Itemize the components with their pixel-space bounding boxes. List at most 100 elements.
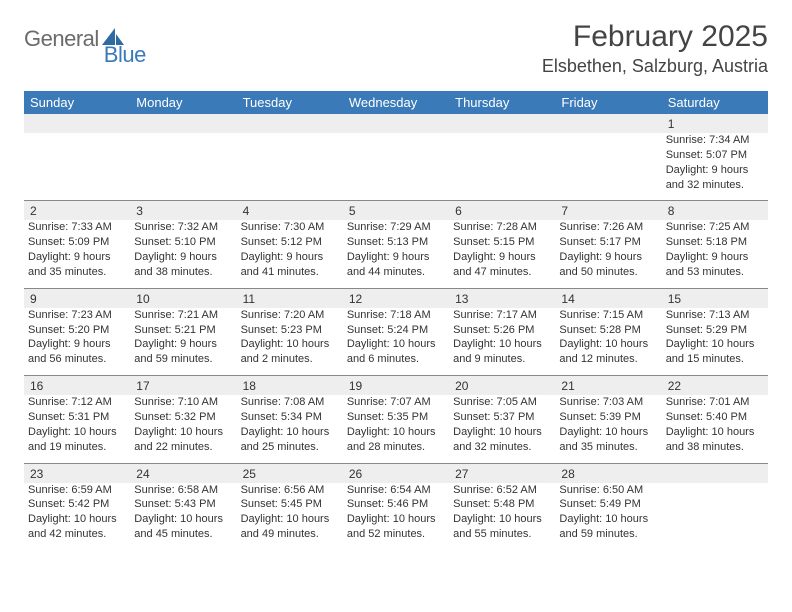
sunrise-line: Sunrise: 7:13 AM xyxy=(666,308,764,323)
day-cell: Sunrise: 7:30 AMSunset: 5:12 PMDaylight:… xyxy=(237,220,343,288)
daylight-line: Daylight: 10 hours and 15 minutes. xyxy=(666,337,764,367)
sunrise-line: Sunrise: 7:29 AM xyxy=(347,220,445,235)
dow-cell: Friday xyxy=(555,91,661,114)
day-cell: Sunrise: 7:08 AMSunset: 5:34 PMDaylight:… xyxy=(237,395,343,463)
sunrise-line: Sunrise: 7:20 AM xyxy=(241,308,339,323)
daynum-cell: 15 xyxy=(662,288,768,308)
day-cell: Sunrise: 6:50 AMSunset: 5:49 PMDaylight:… xyxy=(555,483,661,550)
sunset-line: Sunset: 5:12 PM xyxy=(241,235,339,250)
day-cell: Sunrise: 7:21 AMSunset: 5:21 PMDaylight:… xyxy=(130,308,236,376)
day-cell xyxy=(237,133,343,201)
dow-cell: Monday xyxy=(130,91,236,114)
daylight-line: Daylight: 10 hours and 59 minutes. xyxy=(559,512,657,542)
daynum-cell: 24 xyxy=(130,463,236,483)
sunset-line: Sunset: 5:24 PM xyxy=(347,323,445,338)
daynum-cell: 6 xyxy=(449,201,555,221)
sunset-line: Sunset: 5:10 PM xyxy=(134,235,232,250)
sunrise-line: Sunrise: 7:07 AM xyxy=(347,395,445,410)
sunrise-line: Sunrise: 7:17 AM xyxy=(453,308,551,323)
daylight-line: Daylight: 9 hours and 47 minutes. xyxy=(453,250,551,280)
sunrise-line: Sunrise: 7:10 AM xyxy=(134,395,232,410)
sunset-line: Sunset: 5:32 PM xyxy=(134,410,232,425)
sunset-line: Sunset: 5:17 PM xyxy=(559,235,657,250)
daylight-line: Daylight: 10 hours and 42 minutes. xyxy=(28,512,126,542)
daynum-cell: 11 xyxy=(237,288,343,308)
sunset-line: Sunset: 5:43 PM xyxy=(134,497,232,512)
day-cell xyxy=(449,133,555,201)
sunrise-line: Sunrise: 7:12 AM xyxy=(28,395,126,410)
daynum-cell: 26 xyxy=(343,463,449,483)
daylight-line: Daylight: 9 hours and 41 minutes. xyxy=(241,250,339,280)
dow-cell: Wednesday xyxy=(343,91,449,114)
daynum-cell: 14 xyxy=(555,288,661,308)
daylight-line: Daylight: 10 hours and 2 minutes. xyxy=(241,337,339,367)
daynum-row: 1 xyxy=(24,114,768,133)
sunset-line: Sunset: 5:35 PM xyxy=(347,410,445,425)
daylight-line: Daylight: 10 hours and 19 minutes. xyxy=(28,425,126,455)
daylight-line: Daylight: 9 hours and 44 minutes. xyxy=(347,250,445,280)
location: Elsbethen, Salzburg, Austria xyxy=(542,56,768,77)
sunrise-line: Sunrise: 7:32 AM xyxy=(134,220,232,235)
sunset-line: Sunset: 5:21 PM xyxy=(134,323,232,338)
daynum-cell: 1 xyxy=(662,114,768,133)
daylight-line: Daylight: 10 hours and 9 minutes. xyxy=(453,337,551,367)
daylight-line: Daylight: 10 hours and 28 minutes. xyxy=(347,425,445,455)
sunset-line: Sunset: 5:31 PM xyxy=(28,410,126,425)
daynum-cell xyxy=(343,114,449,133)
daynum-cell: 8 xyxy=(662,201,768,221)
day-cell: Sunrise: 7:32 AMSunset: 5:10 PMDaylight:… xyxy=(130,220,236,288)
day-cell xyxy=(130,133,236,201)
daylight-line: Daylight: 10 hours and 22 minutes. xyxy=(134,425,232,455)
daynum-cell: 27 xyxy=(449,463,555,483)
sunset-line: Sunset: 5:34 PM xyxy=(241,410,339,425)
daylight-line: Daylight: 10 hours and 25 minutes. xyxy=(241,425,339,455)
daynum-cell: 22 xyxy=(662,376,768,396)
daylight-line: Daylight: 9 hours and 38 minutes. xyxy=(134,250,232,280)
day-cell: Sunrise: 7:07 AMSunset: 5:35 PMDaylight:… xyxy=(343,395,449,463)
week-row: Sunrise: 7:12 AMSunset: 5:31 PMDaylight:… xyxy=(24,395,768,463)
daylight-line: Daylight: 9 hours and 32 minutes. xyxy=(666,163,764,193)
sunset-line: Sunset: 5:42 PM xyxy=(28,497,126,512)
day-cell: Sunrise: 7:25 AMSunset: 5:18 PMDaylight:… xyxy=(662,220,768,288)
dow-cell: Thursday xyxy=(449,91,555,114)
day-cell: Sunrise: 7:03 AMSunset: 5:39 PMDaylight:… xyxy=(555,395,661,463)
week-row: Sunrise: 7:23 AMSunset: 5:20 PMDaylight:… xyxy=(24,308,768,376)
day-cell: Sunrise: 7:29 AMSunset: 5:13 PMDaylight:… xyxy=(343,220,449,288)
daylight-line: Daylight: 9 hours and 35 minutes. xyxy=(28,250,126,280)
dow-row: SundayMondayTuesdayWednesdayThursdayFrid… xyxy=(24,91,768,114)
day-cell: Sunrise: 7:05 AMSunset: 5:37 PMDaylight:… xyxy=(449,395,555,463)
sunrise-line: Sunrise: 7:21 AM xyxy=(134,308,232,323)
header: General Blue February 2025 Elsbethen, Sa… xyxy=(24,20,768,77)
day-cell: Sunrise: 7:13 AMSunset: 5:29 PMDaylight:… xyxy=(662,308,768,376)
sunrise-line: Sunrise: 6:52 AM xyxy=(453,483,551,498)
daynum-row: 9101112131415 xyxy=(24,288,768,308)
daynum-cell: 7 xyxy=(555,201,661,221)
day-cell: Sunrise: 6:59 AMSunset: 5:42 PMDaylight:… xyxy=(24,483,130,550)
sunrise-line: Sunrise: 6:59 AM xyxy=(28,483,126,498)
sunrise-line: Sunrise: 7:03 AM xyxy=(559,395,657,410)
sunrise-line: Sunrise: 7:28 AM xyxy=(453,220,551,235)
daylight-line: Daylight: 10 hours and 12 minutes. xyxy=(559,337,657,367)
sunrise-line: Sunrise: 6:56 AM xyxy=(241,483,339,498)
sunrise-line: Sunrise: 7:25 AM xyxy=(666,220,764,235)
sunrise-line: Sunrise: 7:23 AM xyxy=(28,308,126,323)
daynum-cell: 18 xyxy=(237,376,343,396)
day-cell: Sunrise: 7:33 AMSunset: 5:09 PMDaylight:… xyxy=(24,220,130,288)
daynum-cell: 19 xyxy=(343,376,449,396)
sunrise-line: Sunrise: 6:54 AM xyxy=(347,483,445,498)
page-title: February 2025 xyxy=(542,20,768,54)
daynum-cell: 28 xyxy=(555,463,661,483)
sunset-line: Sunset: 5:15 PM xyxy=(453,235,551,250)
day-cell: Sunrise: 7:12 AMSunset: 5:31 PMDaylight:… xyxy=(24,395,130,463)
sunset-line: Sunset: 5:37 PM xyxy=(453,410,551,425)
daylight-line: Daylight: 10 hours and 35 minutes. xyxy=(559,425,657,455)
sunset-line: Sunset: 5:20 PM xyxy=(28,323,126,338)
daylight-line: Daylight: 9 hours and 56 minutes. xyxy=(28,337,126,367)
sunset-line: Sunset: 5:26 PM xyxy=(453,323,551,338)
sunrise-line: Sunrise: 7:08 AM xyxy=(241,395,339,410)
sunset-line: Sunset: 5:07 PM xyxy=(666,148,764,163)
daylight-line: Daylight: 9 hours and 59 minutes. xyxy=(134,337,232,367)
dow-cell: Saturday xyxy=(662,91,768,114)
title-block: February 2025 Elsbethen, Salzburg, Austr… xyxy=(542,20,768,77)
sunrise-line: Sunrise: 7:15 AM xyxy=(559,308,657,323)
